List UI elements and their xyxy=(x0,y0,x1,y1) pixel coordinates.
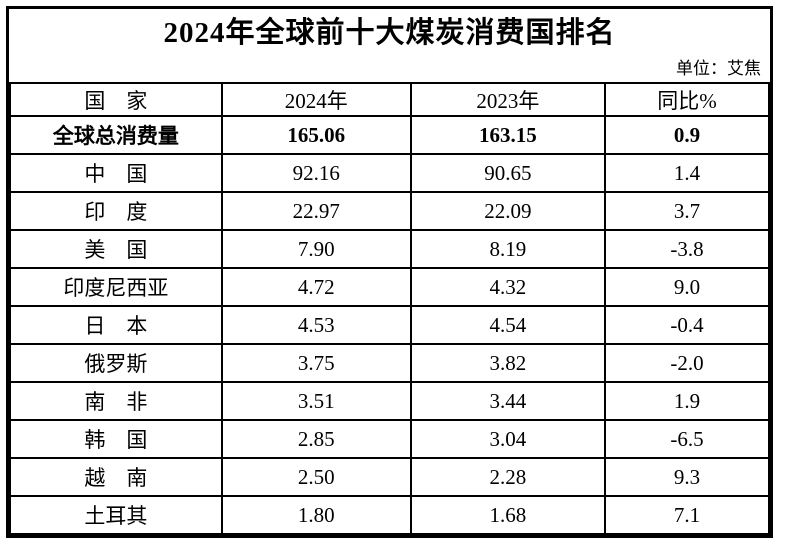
value-2023-cell: 4.54 xyxy=(409,305,607,345)
value-2024-cell: 4.72 xyxy=(220,267,412,307)
value-2024-cell: 1.80 xyxy=(220,495,412,535)
row-global-total: 全球总消费量 165.06 163.15 0.9 xyxy=(9,115,770,155)
row-vietnam: 越 南 2.50 2.28 9.3 xyxy=(9,457,770,497)
header-yoy: 同比% xyxy=(604,82,770,117)
value-2023-cell: 1.68 xyxy=(409,495,607,535)
value-2024-cell: 165.06 xyxy=(220,115,412,155)
header-2024: 2024年 xyxy=(220,82,412,117)
value-2024-cell: 3.75 xyxy=(220,343,412,383)
page-title: 2024年全球前十大煤炭消费国排名 xyxy=(163,17,616,49)
yoy-cell: -2.0 xyxy=(604,343,770,383)
value-2023-cell: 4.32 xyxy=(409,267,607,307)
table-body: 全球总消费量 165.06 163.15 0.9 中 国 92.16 90.65… xyxy=(9,115,770,535)
title-block: 2024年全球前十大煤炭消费国排名 单位：艾焦 xyxy=(9,9,770,82)
row-india: 印 度 22.97 22.09 3.7 xyxy=(9,191,770,231)
yoy-cell: 9.0 xyxy=(604,267,770,307)
value-2024-cell: 92.16 xyxy=(220,153,412,193)
yoy-cell: 1.4 xyxy=(604,153,770,193)
row-indonesia: 印度尼西亚 4.72 4.32 9.0 xyxy=(9,267,770,307)
coal-consumption-table: 国 家 2024年 2023年 同比% 全球总消费量 165.06 163.15… xyxy=(9,82,770,535)
value-2023-cell: 2.28 xyxy=(409,457,607,497)
yoy-cell: 9.3 xyxy=(604,457,770,497)
table-outer-frame: 2024年全球前十大煤炭消费国排名 单位：艾焦 国 家 2024年 2023年 … xyxy=(6,6,773,538)
value-2024-cell: 3.51 xyxy=(220,381,412,421)
header-2023: 2023年 xyxy=(409,82,607,117)
value-2024-cell: 2.85 xyxy=(220,419,412,459)
row-usa: 美 国 7.90 8.19 -3.8 xyxy=(9,229,770,269)
value-2024-cell: 4.53 xyxy=(220,305,412,345)
value-2023-cell: 22.09 xyxy=(409,191,607,231)
yoy-cell: -3.8 xyxy=(604,229,770,269)
yoy-cell: 0.9 xyxy=(604,115,770,155)
name-cell: 日 本 xyxy=(9,305,223,345)
row-russia: 俄罗斯 3.75 3.82 -2.0 xyxy=(9,343,770,383)
value-2023-cell: 3.04 xyxy=(409,419,607,459)
value-2023-cell: 3.82 xyxy=(409,343,607,383)
name-cell: 韩 国 xyxy=(9,419,223,459)
row-south-africa: 南 非 3.51 3.44 1.9 xyxy=(9,381,770,421)
value-2023-cell: 163.15 xyxy=(409,115,607,155)
value-2023-cell: 8.19 xyxy=(409,229,607,269)
row-turkey: 土耳其 1.80 1.68 7.1 xyxy=(9,495,770,535)
row-china: 中 国 92.16 90.65 1.4 xyxy=(9,153,770,193)
row-japan: 日 本 4.53 4.54 -0.4 xyxy=(9,305,770,345)
row-south-korea: 韩 国 2.85 3.04 -6.5 xyxy=(9,419,770,459)
name-cell: 美 国 xyxy=(9,229,223,269)
yoy-cell: 3.7 xyxy=(604,191,770,231)
yoy-cell: 7.1 xyxy=(604,495,770,535)
name-cell: 印 度 xyxy=(9,191,223,231)
yoy-cell: -0.4 xyxy=(604,305,770,345)
value-2024-cell: 7.90 xyxy=(220,229,412,269)
name-cell: 全球总消费量 xyxy=(9,115,223,155)
value-2023-cell: 3.44 xyxy=(409,381,607,421)
value-2024-cell: 22.97 xyxy=(220,191,412,231)
header-country: 国 家 xyxy=(9,82,223,117)
table-header: 国 家 2024年 2023年 同比% xyxy=(9,82,770,117)
value-2023-cell: 90.65 xyxy=(409,153,607,193)
name-cell: 南 非 xyxy=(9,381,223,421)
yoy-cell: 1.9 xyxy=(604,381,770,421)
value-2024-cell: 2.50 xyxy=(220,457,412,497)
name-cell: 土耳其 xyxy=(9,495,223,535)
yoy-cell: -6.5 xyxy=(604,419,770,459)
unit-label: 单位：艾焦 xyxy=(676,59,761,79)
name-cell: 中 国 xyxy=(9,153,223,193)
name-cell: 印度尼西亚 xyxy=(9,267,223,307)
name-cell: 越 南 xyxy=(9,457,223,497)
header-row: 国 家 2024年 2023年 同比% xyxy=(9,82,770,117)
name-cell: 俄罗斯 xyxy=(9,343,223,383)
